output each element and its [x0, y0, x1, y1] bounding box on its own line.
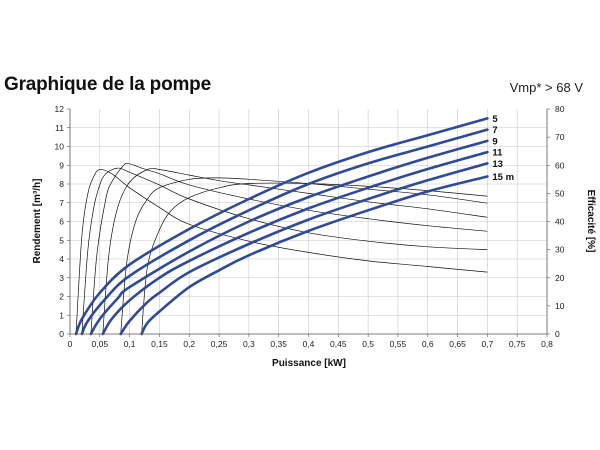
- y2-tick-label: 20: [555, 273, 565, 283]
- x-tick-label: 0,15: [151, 339, 168, 349]
- x-tick-label: 0,45: [330, 339, 347, 349]
- x-tick-label: 0,65: [449, 339, 466, 349]
- flow-curve: [101, 150, 489, 336]
- x-tick-label: 0,05: [92, 339, 109, 349]
- efficiency-curve: [75, 169, 488, 335]
- efficiency-curve: [141, 182, 488, 335]
- y-tick-label: 2: [59, 292, 64, 302]
- voltage-note: Vmp* > 68 V: [509, 80, 583, 95]
- y-tick-label: 11: [55, 123, 64, 133]
- y-tick-label: 4: [59, 254, 64, 264]
- series-label: 15 m: [492, 172, 514, 183]
- y2-tick-label: 50: [555, 188, 565, 198]
- y-tick-label: 7: [59, 198, 64, 208]
- x-tick-label: 0,2: [183, 339, 195, 349]
- flow-curve: [140, 175, 489, 336]
- x-tick-label: 0: [68, 339, 73, 349]
- x-tick-label: 0,25: [211, 339, 228, 349]
- y-tick-label: 12: [55, 104, 65, 114]
- x-tick-label: 0,3: [243, 339, 255, 349]
- y-tick-label: 5: [59, 235, 64, 245]
- y-tick-label: 3: [59, 273, 64, 283]
- efficiency-curves: [75, 162, 488, 335]
- x-tick-label: 0,4: [303, 339, 315, 349]
- x-axis-label: Puissance [kW]: [272, 358, 346, 369]
- y2-tick-label: 60: [555, 160, 565, 170]
- y-tick-label: 6: [59, 217, 64, 227]
- x-tick-label: 0,5: [362, 339, 374, 349]
- y2-tick-label: 40: [555, 217, 565, 227]
- y2-tick-label: 80: [555, 104, 565, 114]
- y-tick-label: 8: [59, 179, 64, 189]
- flow-curve: [119, 162, 489, 336]
- x-tick-label: 0,55: [390, 339, 407, 349]
- y2-tick-label: 30: [555, 245, 565, 255]
- efficiency-curve: [90, 162, 488, 335]
- y-tick-label: 0: [59, 329, 64, 339]
- flow-curve: [74, 117, 489, 336]
- x-tick-label: 0,7: [481, 339, 493, 349]
- y-axis-label: Rendement [m³/h]: [32, 179, 43, 264]
- x-tick-labels: 0 0,05 0,1 0,15 0,2 0,25 0,3 0,35 0,4 0,45 0,5 0,55…: [68, 339, 554, 349]
- y2-tick-labels: 0 10 20 30 40 50 60 70 80: [555, 104, 565, 339]
- efficiency-curve: [81, 167, 488, 335]
- y2-tick-label: 10: [555, 301, 565, 311]
- x-tick-label: 0,6: [422, 339, 434, 349]
- y-tick-label: 10: [55, 142, 65, 152]
- efficiency-curve: [120, 177, 488, 335]
- flow-curves: [74, 117, 489, 336]
- x-tick-label: 0,1: [124, 339, 136, 349]
- flow-curve: [80, 128, 489, 336]
- y-tick-label: 1: [59, 310, 64, 320]
- series-label: 9: [492, 136, 497, 147]
- y2-tick-label: 0: [555, 329, 560, 339]
- x-tick-label: 0,35: [270, 339, 287, 349]
- axes: [67, 108, 550, 337]
- y2-axis-label: Efficacité [%]: [585, 190, 596, 253]
- flow-curve: [89, 139, 489, 336]
- series-label: 13: [492, 159, 503, 170]
- series-label: 5: [492, 114, 498, 125]
- grid-lines: [70, 109, 547, 334]
- y-tick-label: 9: [59, 160, 64, 170]
- efficiency-curve: [102, 167, 488, 335]
- chart-title: Graphique de la pompe: [4, 74, 211, 95]
- x-tick-label: 0,8: [541, 339, 553, 349]
- y2-tick-label: 70: [555, 132, 565, 142]
- x-tick-label: 0,75: [509, 339, 526, 349]
- series-label: 11: [492, 148, 503, 159]
- series-label: 7: [492, 125, 497, 136]
